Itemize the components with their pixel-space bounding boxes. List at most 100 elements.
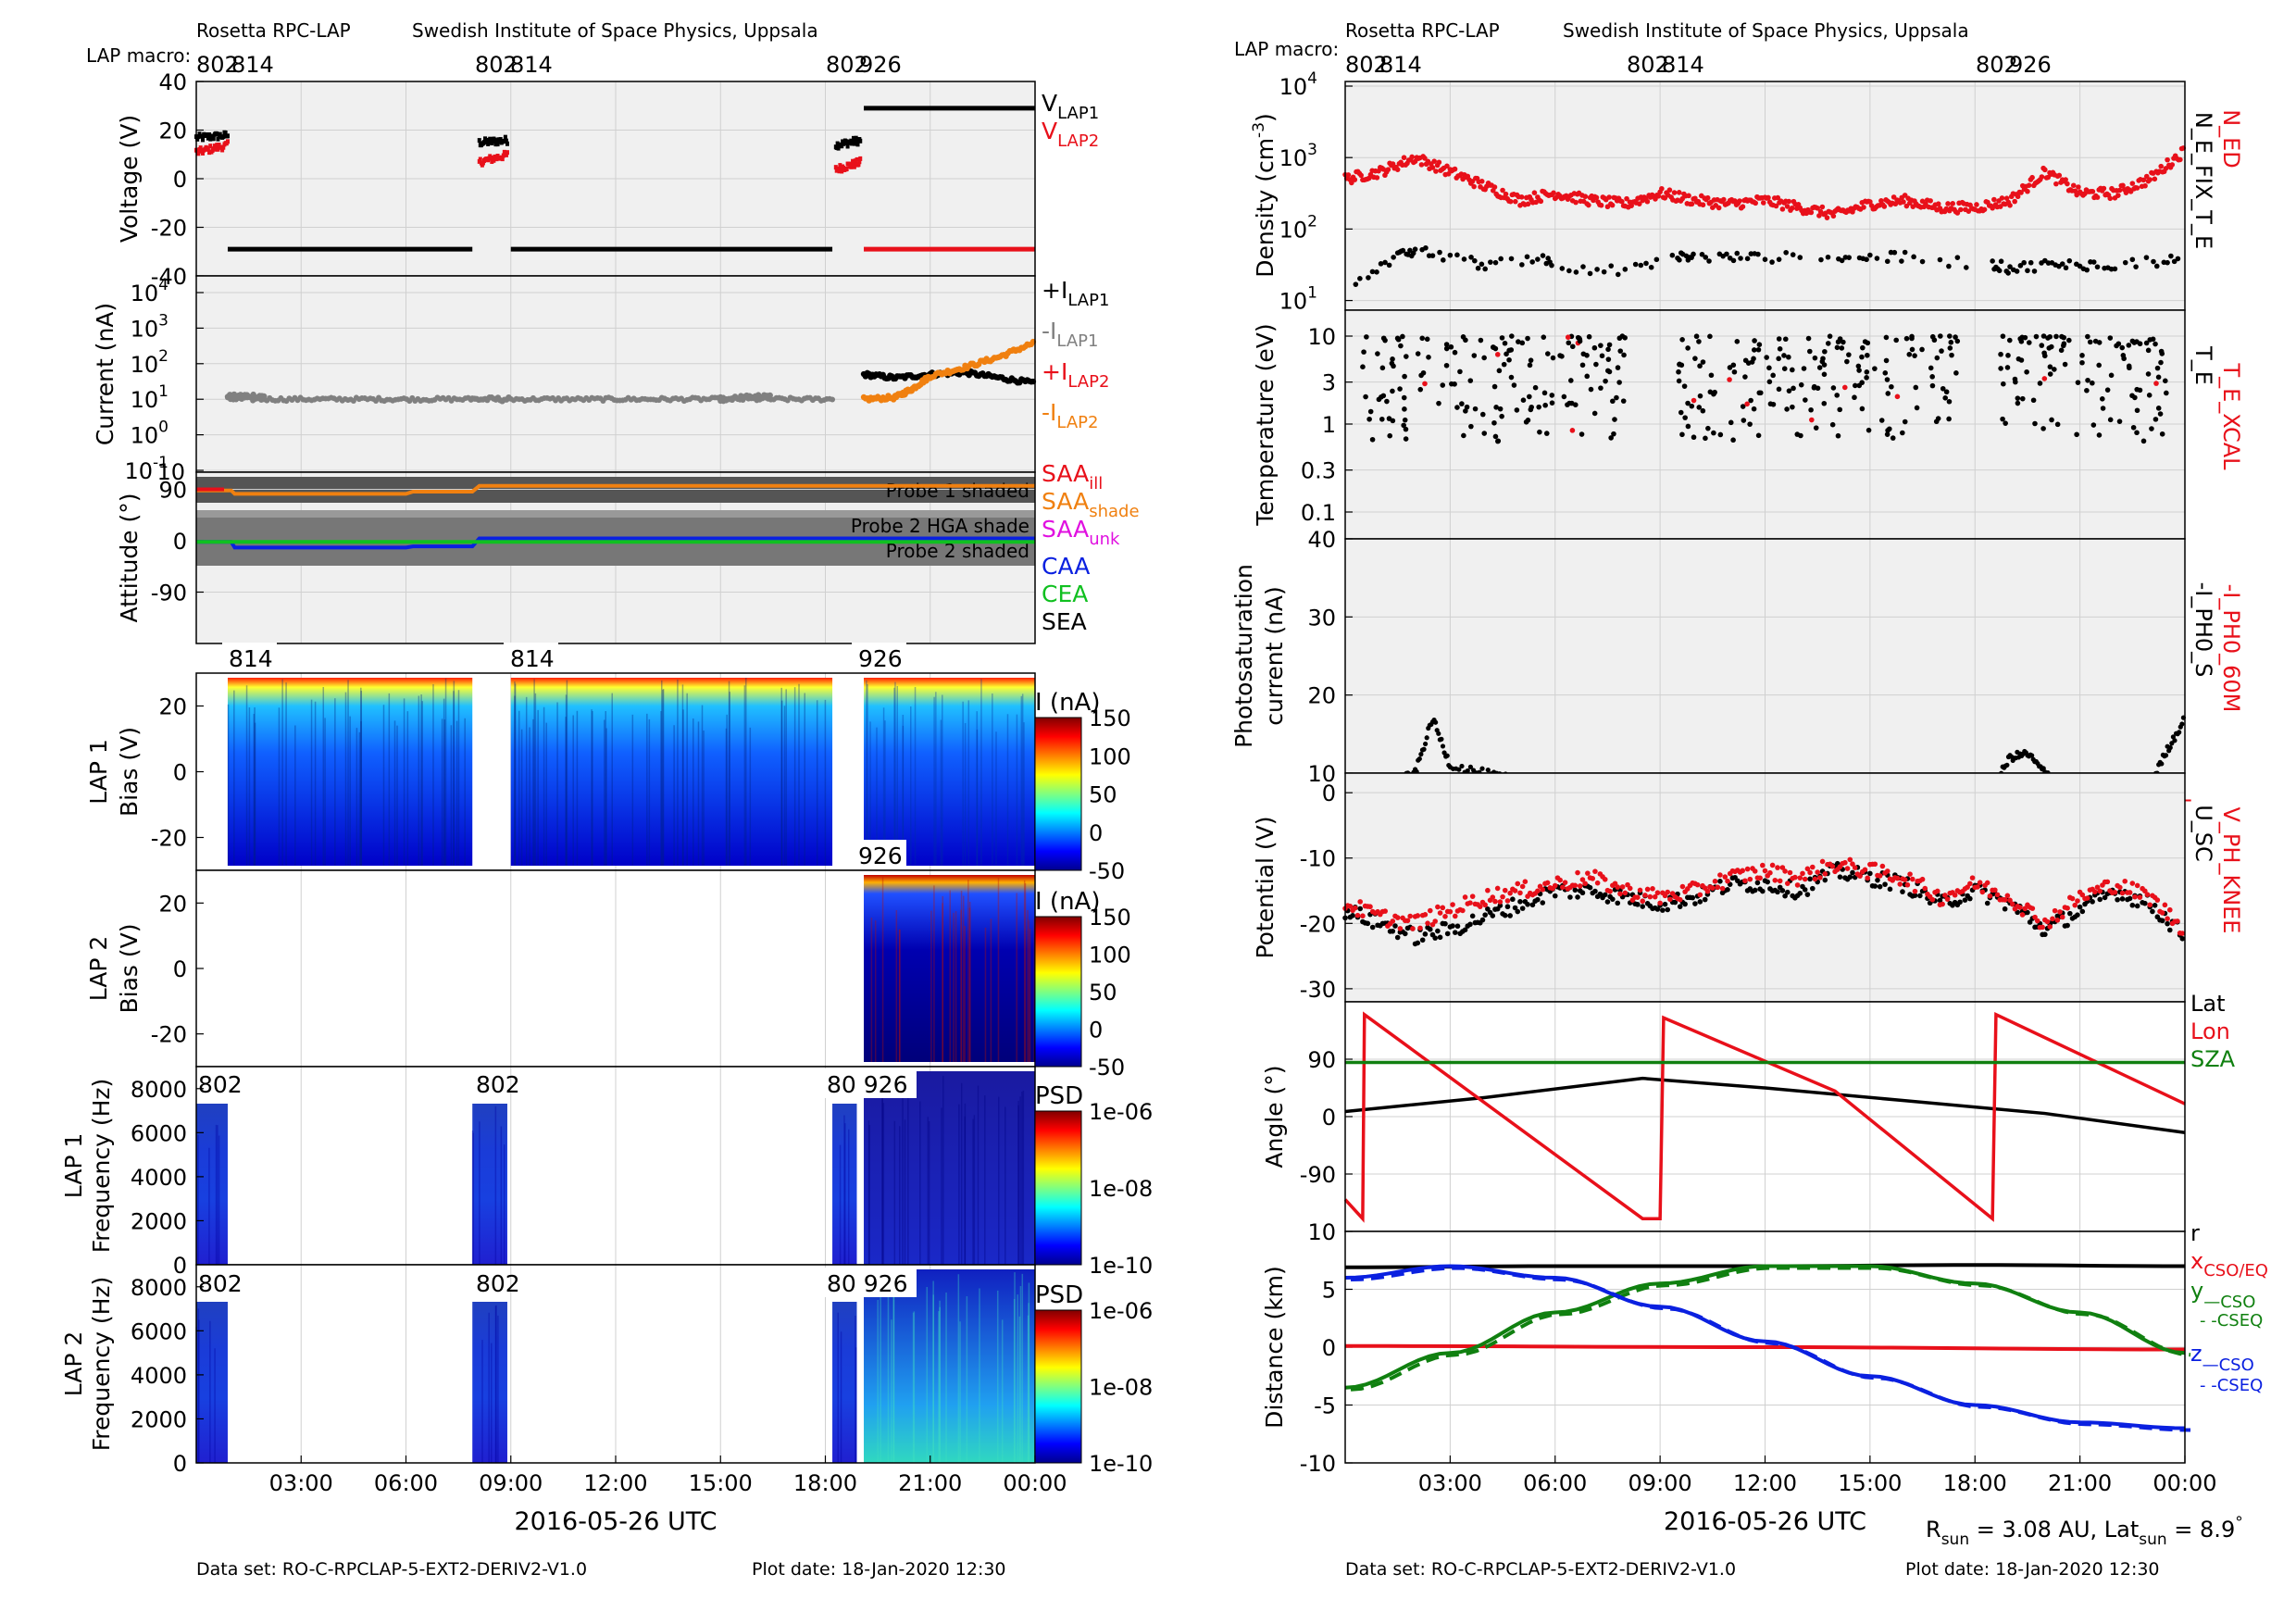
point-N_E_FIX_T_E (1954, 255, 1961, 260)
point-T_E (1748, 397, 1753, 404)
point-T_E (1417, 386, 1424, 393)
point-T_E (1511, 382, 1517, 388)
point-V_PH_KNEE (1519, 883, 1526, 890)
left-x-xtick-label: 06:00 (374, 1470, 438, 1496)
point-N_E_FIX_T_E (1911, 254, 1916, 260)
point-V_PH_KNEE (1952, 892, 1958, 898)
point-N_E_FIX_T_E (2129, 256, 2136, 263)
point-U_SC (1510, 896, 1516, 903)
point-V_LAP2 (206, 145, 210, 151)
lap1-psd-cbar-bar (1034, 1110, 1082, 1266)
point-N_ED (2094, 194, 2101, 200)
point-T_E (1821, 400, 1828, 406)
point-T_E (1717, 431, 1724, 438)
photosat-panel-ytick-label: 10 (1307, 761, 1336, 787)
legend--ILAP1: -ILAP1 (1042, 318, 1098, 351)
series-SAA (196, 483, 1035, 496)
point-V_PH_KNEE (1807, 869, 1813, 876)
point-T_E_XCAL (2041, 376, 2048, 381)
point-V_LAP1 (502, 138, 506, 144)
point-T_E (2131, 340, 2138, 345)
footer-plotdate-left: Plot date: 18-Jan-2020 12:30 (752, 1559, 1006, 1580)
point-N_ED (2115, 193, 2121, 198)
legend-I_PH0_S: -I_PH0_S (2190, 582, 2216, 678)
hga-shade-band (196, 510, 1035, 518)
point-V_LAP1 (221, 134, 226, 140)
point-U_SC (1754, 880, 1761, 886)
point-T_E (2164, 390, 2169, 396)
point-V_LAP2 (856, 162, 861, 168)
point-T_E (1801, 366, 1807, 371)
point-T_E (1741, 418, 1747, 423)
point-V_PH_KNEE (1744, 866, 1751, 872)
point-T_E (1612, 417, 1617, 422)
legend-y: y—CSO (2190, 1278, 2255, 1312)
point-T_E (2084, 387, 2090, 394)
legend-y-sub2: - -CSEQ (2200, 1311, 2263, 1330)
lap1f-macro-3: 80 926 (827, 1071, 907, 1098)
point-N_ED (1606, 194, 1612, 200)
point-V_PH_KNEE (1969, 875, 1976, 881)
point-V_PH_KNEE (1725, 878, 1730, 884)
point-T_E (1568, 378, 1574, 383)
point-U_SC (1797, 890, 1803, 896)
point-V_LAP1 (218, 131, 222, 137)
point-T_E (1860, 344, 1866, 351)
point-V_LAP1 (493, 137, 497, 143)
point-V_PH_KNEE (1815, 869, 1820, 875)
point-T_E (1777, 346, 1783, 352)
point-N_E_FIX_T_E (1738, 256, 1743, 261)
point-V_LAP1 (491, 139, 495, 144)
right-macro-2: 802 (1627, 52, 1669, 78)
point--I_PH0_S (1424, 735, 1429, 741)
point-T_E (1529, 404, 1534, 410)
point-N_ED (2063, 177, 2068, 182)
point-N_E_FIX_T_E (1468, 255, 1474, 260)
point-T_E (1584, 353, 1590, 358)
right-macro-5: 926 (2009, 52, 2052, 78)
voltage-panel-ytick-label: 20 (158, 119, 187, 144)
point-T_E (1766, 365, 1772, 371)
point-U_SC (2025, 909, 2030, 916)
point-V_PH_KNEE (1640, 898, 1646, 905)
point-T_E (2150, 336, 2156, 343)
right-title-right: Swedish Institute of Space Physics, Upps… (1563, 19, 1969, 42)
point-N_ED (1760, 200, 1766, 206)
point-T_E (2157, 411, 2164, 417)
point-T_E (1573, 402, 1578, 407)
point-N_ED (1471, 183, 1477, 190)
point-T_E (1448, 344, 1454, 350)
point-T_E (2062, 361, 2068, 368)
point-T_E (1492, 433, 1499, 440)
point-N_ED (1644, 198, 1651, 205)
point-U_SC (2179, 935, 2186, 942)
point-V_PH_KNEE (1540, 886, 1546, 893)
density-panel-ytick-label: 103 (1279, 141, 1317, 171)
point-N_ED (1345, 172, 1352, 178)
point-T_E (1497, 406, 1504, 412)
lap2-psd-3 (832, 1302, 857, 1463)
point-V_PH_KNEE (2127, 890, 2133, 895)
point-V_PH_KNEE (1462, 894, 1468, 900)
point-N_E_FIX_T_E (1461, 256, 1467, 262)
point-T_E (1755, 346, 1762, 353)
point-V_LAP2 (212, 144, 217, 149)
distance-ylabel: Distance (km) (1261, 1266, 1288, 1429)
point-T_E (1829, 421, 1836, 428)
point-N_E_FIX_T_E (1366, 275, 1371, 281)
point-T_E (1906, 351, 1913, 357)
point-V_PH_KNEE (1760, 862, 1766, 868)
point-U_SC (1802, 887, 1808, 893)
point-V_LAP2 (844, 166, 849, 171)
point-U_SC (1575, 894, 1580, 900)
current-panel-ytick-label: 103 (131, 311, 168, 342)
point-V_PH_KNEE (1427, 907, 1433, 914)
point-U_SC (1519, 906, 1526, 911)
legend-z-sub: —CSO (2202, 1355, 2254, 1375)
point-V_PH_KNEE (2019, 912, 2026, 918)
point-U_SC (1900, 889, 1905, 894)
point-T_E (1467, 378, 1474, 383)
temperature-panel-ytick-label: 3 (1322, 370, 1336, 396)
point-T_E (1742, 374, 1748, 380)
point-N_ED (2003, 195, 2010, 201)
